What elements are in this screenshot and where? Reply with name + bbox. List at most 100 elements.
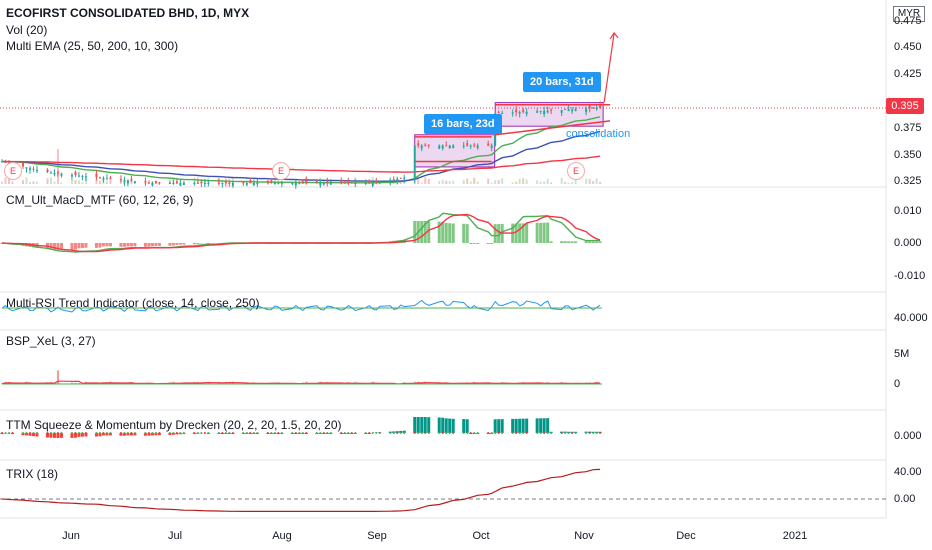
candle-body[interactable] <box>277 183 280 185</box>
candle-body[interactable] <box>564 108 567 110</box>
candle-body[interactable] <box>399 177 402 179</box>
candle-body[interactable] <box>74 171 77 176</box>
candle-body[interactable] <box>70 174 73 177</box>
candle-body[interactable] <box>396 178 399 183</box>
candle-body[interactable] <box>364 183 367 184</box>
candle-body[interactable] <box>350 182 353 184</box>
candle-body[interactable] <box>56 172 59 174</box>
candle-body[interactable] <box>585 108 588 113</box>
ema-indicator-label[interactable]: Multi EMA (25, 50, 200, 10, 300) <box>6 39 179 53</box>
candle-body[interactable] <box>98 176 101 178</box>
candle-body[interactable] <box>4 161 7 163</box>
candle-body[interactable] <box>200 181 203 183</box>
candle-body[interactable] <box>329 183 332 185</box>
candle-body[interactable] <box>543 110 546 115</box>
range-callout-20-bars[interactable]: 20 bars, 31d <box>523 72 601 92</box>
candle-body[interactable] <box>168 183 171 184</box>
candle-body[interactable] <box>319 183 322 186</box>
rsi-pane-title[interactable]: Multi-RSI Trend Indicator (close, 14, cl… <box>6 296 260 310</box>
candle-body[interactable] <box>207 183 210 184</box>
candle-body[interactable] <box>413 145 416 180</box>
candle-body[interactable] <box>105 178 108 180</box>
candle-body[interactable] <box>392 179 395 181</box>
candle-body[interactable] <box>347 180 350 183</box>
candle-body[interactable] <box>245 183 248 185</box>
candle-body[interactable] <box>179 183 182 186</box>
vol-indicator-label[interactable]: Vol (20) <box>6 23 48 37</box>
candle-body[interactable] <box>182 183 185 186</box>
candle-body[interactable] <box>441 145 444 149</box>
candle-body[interactable] <box>354 183 357 184</box>
candle-body[interactable] <box>525 111 528 115</box>
candle-body[interactable] <box>427 144 430 146</box>
candle-body[interactable] <box>298 182 301 184</box>
candle-body[interactable] <box>126 180 129 184</box>
candle-body[interactable] <box>305 180 308 183</box>
candle-body[interactable] <box>133 181 136 183</box>
candle-body[interactable] <box>574 109 577 111</box>
candle-body[interactable] <box>403 177 406 179</box>
candle-body[interactable] <box>452 145 455 148</box>
candle-body[interactable] <box>151 183 154 186</box>
candle-body[interactable] <box>84 176 87 178</box>
range-callout-16-bars[interactable]: 16 bars, 23d <box>424 114 502 134</box>
candle-body[interactable] <box>193 183 196 184</box>
earnings-marker-icon[interactable]: E <box>4 162 22 180</box>
candle-body[interactable] <box>487 143 490 146</box>
candle-body[interactable] <box>147 182 150 184</box>
candle-body[interactable] <box>231 183 234 186</box>
candle-body[interactable] <box>501 112 504 114</box>
candle-body[interactable] <box>490 145 493 149</box>
candle-body[interactable] <box>221 183 224 184</box>
candle-body[interactable] <box>599 105 602 108</box>
candle-body[interactable] <box>476 145 479 149</box>
candle-body[interactable] <box>322 183 325 185</box>
earnings-marker-icon[interactable]: E <box>272 162 290 180</box>
candle-body[interactable] <box>518 112 521 114</box>
ttm-pane-title[interactable]: TTM Squeeze & Momentum by Drecken (20, 2… <box>6 418 342 432</box>
candle-body[interactable] <box>592 107 595 109</box>
candle-body[interactable] <box>567 109 570 112</box>
candle-body[interactable] <box>228 182 231 184</box>
candle-body[interactable] <box>595 108 598 110</box>
candle-body[interactable] <box>466 142 469 146</box>
candle-body[interactable] <box>424 144 427 146</box>
candle-body[interactable] <box>343 182 346 184</box>
candle-body[interactable] <box>46 169 49 173</box>
candle-body[interactable] <box>81 175 84 178</box>
candle-body[interactable] <box>158 182 161 184</box>
candle-body[interactable] <box>515 109 518 113</box>
candle-body[interactable] <box>28 168 31 170</box>
candle-body[interactable] <box>448 145 451 149</box>
candle-body[interactable] <box>130 179 133 181</box>
candle-body[interactable] <box>49 172 52 174</box>
candle-body[interactable] <box>473 144 476 146</box>
candle-body[interactable] <box>154 181 157 183</box>
date-range-zone[interactable] <box>494 102 604 127</box>
earnings-marker-icon[interactable]: E <box>567 162 585 180</box>
candle-body[interactable] <box>217 182 220 184</box>
candle-body[interactable] <box>203 183 206 184</box>
candle-body[interactable] <box>445 145 448 147</box>
candle-body[interactable] <box>315 181 318 183</box>
candle-body[interactable] <box>242 181 245 183</box>
candle-body[interactable] <box>511 112 514 114</box>
candle-body[interactable] <box>102 177 105 180</box>
candle-body[interactable] <box>172 183 175 184</box>
candle-body[interactable] <box>571 109 574 112</box>
candle-body[interactable] <box>588 105 591 109</box>
candle-body[interactable] <box>77 175 80 177</box>
candle-body[interactable] <box>196 182 199 184</box>
candle-body[interactable] <box>371 182 374 186</box>
trix-pane-title[interactable]: TRIX (18) <box>6 467 59 481</box>
candle-body[interactable] <box>375 180 378 182</box>
candle-body[interactable] <box>301 181 304 183</box>
candle-body[interactable] <box>389 179 392 184</box>
macd-pane-title[interactable]: CM_Ult_MacD_MTF (60, 12, 26, 9) <box>6 193 194 207</box>
candle-body[interactable] <box>368 180 371 183</box>
candle-body[interactable] <box>35 169 38 172</box>
candle-body[interactable] <box>32 168 35 170</box>
candle-body[interactable] <box>340 180 343 183</box>
candle-body[interactable] <box>420 145 423 149</box>
